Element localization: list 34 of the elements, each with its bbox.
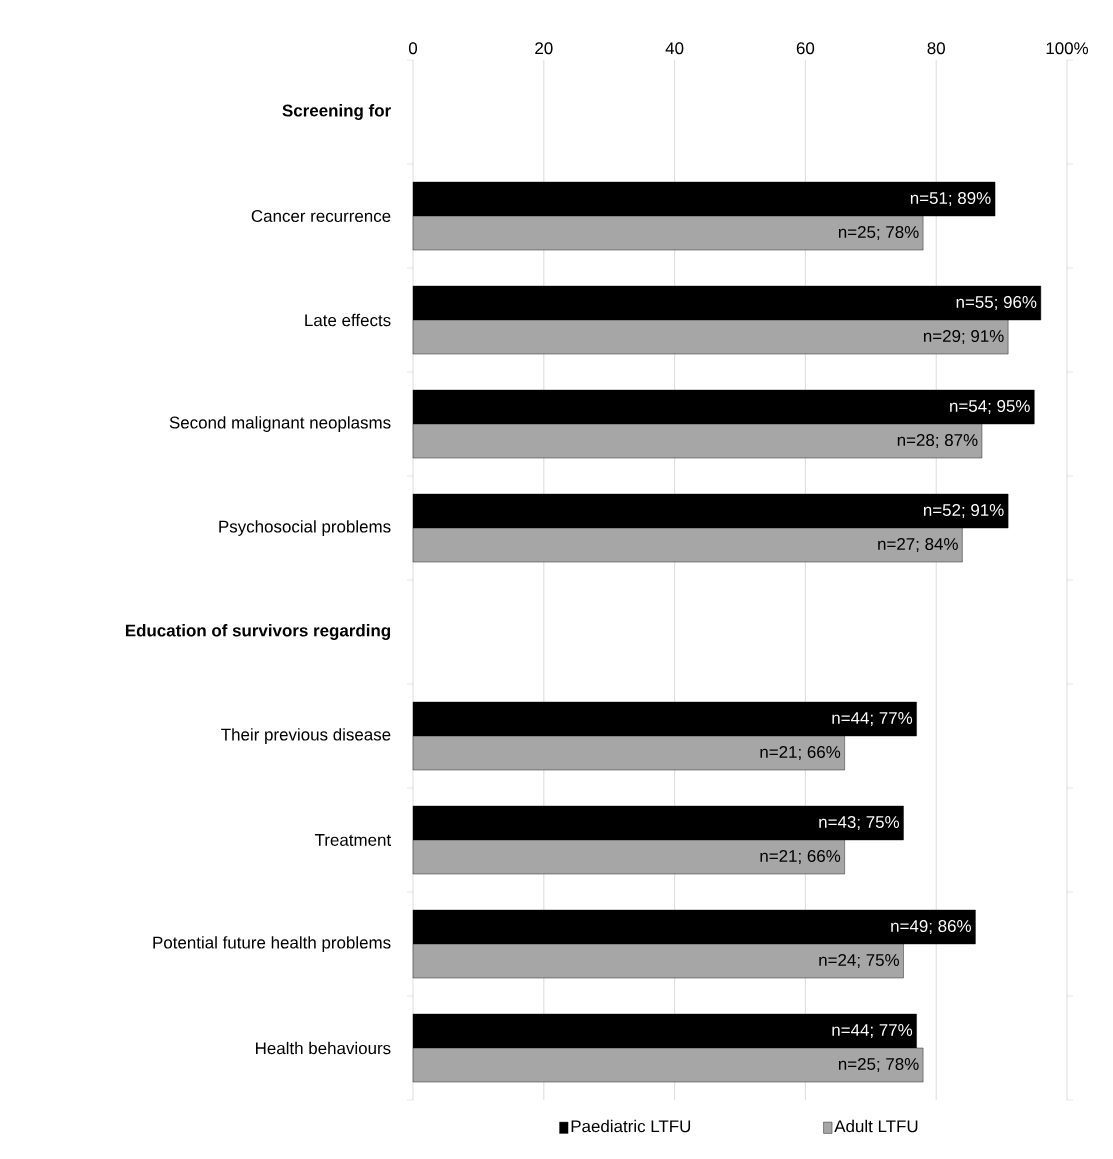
data-label: n=24; 75%: [819, 954, 900, 969]
y-tick-label: Education of survivors regarding: [125, 624, 391, 640]
y-tick-label: Second malignant neoplasms: [169, 416, 391, 432]
y-tick-label: Late effects: [305, 313, 391, 327]
y-tick-label: Cancer recurrence: [251, 210, 391, 223]
data-label: n=49; 86%: [891, 920, 971, 935]
data-label: n=55; 96%: [956, 296, 1037, 311]
y-tick-label: Health behaviours: [256, 1041, 391, 1055]
data-label: n=44; 77%: [832, 712, 913, 726]
data-label: n=28; 87%: [897, 434, 978, 449]
data-label: n=44; 77%: [832, 1024, 913, 1038]
data-label: n=25; 78%: [838, 1058, 919, 1073]
x-tick-label: 0: [408, 42, 418, 55]
y-tick-label: Their previous disease: [221, 728, 391, 744]
data-label: n=21; 66%: [760, 850, 841, 865]
x-tick-label: 20: [535, 42, 553, 55]
y-tick-label: Screening for: [282, 104, 391, 120]
y-tick-label: Treatment: [314, 834, 392, 846]
legend-label: Adult LTFU: [834, 1119, 918, 1133]
y-tick-label: Potential future health problems: [153, 936, 391, 952]
x-tick-label: 80: [927, 42, 945, 55]
data-label: n=43; 75%: [819, 816, 900, 831]
data-label: n=54; 95%: [950, 400, 1030, 415]
data-label: n=29; 91%: [923, 330, 1004, 345]
data-label: n=21; 66%: [760, 746, 841, 761]
data-label: n=51; 89%: [910, 192, 991, 207]
data-label: n=52; 91%: [923, 504, 1004, 519]
data-label: n=25; 78%: [838, 226, 919, 241]
x-tick-label: 40: [665, 42, 684, 55]
legend-label: Paediatric LTFU: [571, 1119, 691, 1133]
data-label: n=27; 84%: [878, 538, 958, 553]
y-tick-label: Psychosocial problems: [219, 520, 391, 536]
x-tick-label: 60: [796, 42, 815, 55]
x-tick-label: 100%: [1046, 42, 1089, 55]
